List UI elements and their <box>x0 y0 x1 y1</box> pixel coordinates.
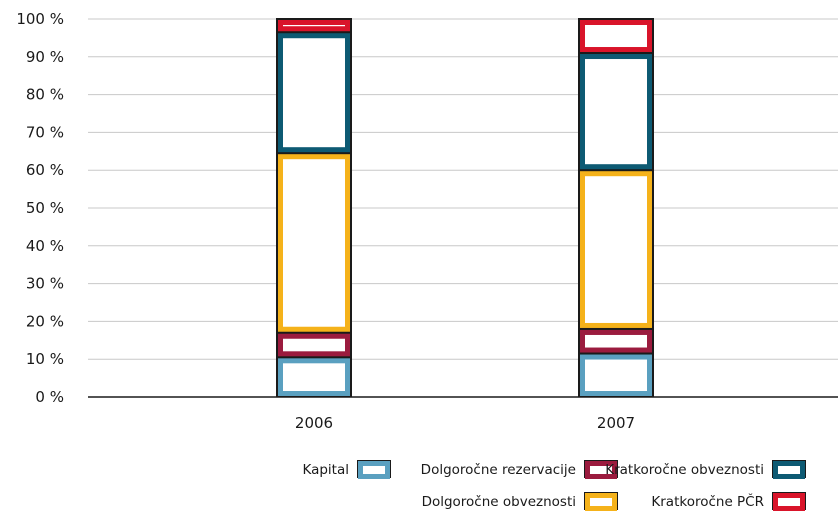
legend: Kapital Dolgoročne rezervacije Dolgoročne … <box>302 460 806 511</box>
y-tick-label: 80 % <box>26 86 64 104</box>
legend-swatch <box>773 493 805 511</box>
legend-swatch <box>773 461 805 479</box>
y-tick-label: 40 % <box>26 237 64 255</box>
legend-swatch <box>358 461 390 479</box>
legend-label: Kapital <box>302 462 349 478</box>
x-category-label: 2007 <box>597 414 635 432</box>
bar-segment <box>580 171 652 328</box>
legend-swatch <box>585 493 617 511</box>
bar-segment <box>278 154 350 332</box>
bar-segment <box>278 333 350 357</box>
bar-segment <box>580 20 652 53</box>
y-tick-label: 100 % <box>16 10 64 28</box>
y-tick-label: 10 % <box>26 350 64 368</box>
bars <box>276 18 654 397</box>
y-tick-label: 30 % <box>26 275 64 293</box>
y-tick-label: 70 % <box>26 123 64 141</box>
bar-segment <box>278 33 350 153</box>
legend-item: Dolgoročne rezervacije <box>421 460 618 479</box>
legend-label: Kratkoročne PČR <box>651 492 764 510</box>
x-axis-category-labels: 2006 2007 <box>295 414 635 432</box>
legend-label: Dolgoročne rezervacije <box>421 462 576 478</box>
bar-segment <box>278 20 350 32</box>
y-tick-label: 20 % <box>26 312 64 330</box>
x-category-label: 2006 <box>295 414 333 432</box>
gridlines <box>88 18 838 360</box>
y-tick-label: 0 % <box>35 388 64 406</box>
legend-item: Dolgoročne obveznosti <box>422 492 618 511</box>
y-tick-label: 60 % <box>26 161 64 179</box>
y-axis-tick-labels: 0 % 10 % 20 % 30 % 40 % 50 % 60 % 70 % 80 % 90 % 1… <box>16 10 64 406</box>
legend-label: Dolgoročne obveznosti <box>422 494 576 510</box>
legend-label: Kratkoročne obveznosti <box>605 462 764 478</box>
legend-swatch <box>585 461 617 479</box>
legend-item: Kratkoročne PČR <box>651 492 806 511</box>
legend-item: Kapital <box>302 460 391 479</box>
y-tick-label: 50 % <box>26 199 64 217</box>
bar-segment <box>278 358 350 396</box>
legend-item: Kratkoročne obveznosti <box>605 460 806 479</box>
bar-segment <box>580 329 652 353</box>
bar-segment <box>580 354 652 396</box>
y-tick-label: 90 % <box>26 48 64 66</box>
bar-segment <box>580 54 652 170</box>
